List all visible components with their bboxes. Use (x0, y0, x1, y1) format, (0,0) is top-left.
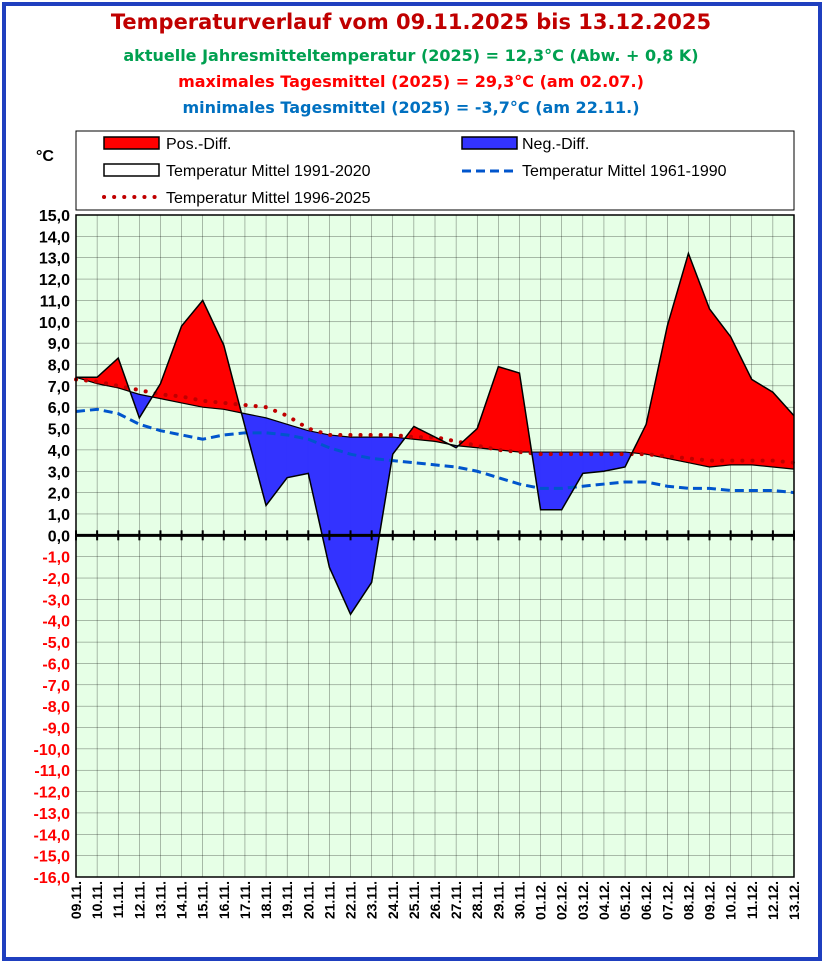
x-tick-label: 19.11. (279, 881, 295, 919)
x-tick-label: 06.12. (638, 881, 654, 920)
x-tick-label: 01.12. (533, 881, 549, 920)
x-tick-label: 13.12. (786, 881, 802, 920)
x-tick-label: 11.11. (110, 881, 126, 918)
x-tick-label: 27.11. (448, 881, 464, 919)
x-tick-label: 25.11. (406, 881, 422, 919)
x-tick-label: 11.12. (744, 881, 760, 919)
y-tick-label: 0,0 (48, 528, 70, 545)
line-temperature-2025 (76, 251, 795, 616)
x-tick-label: 24.11. (385, 881, 401, 919)
y-tick-label: 1,0 (48, 507, 70, 524)
x-tick-label: 14.11. (174, 881, 190, 919)
x-tick-label: 05.12. (617, 881, 633, 920)
y-tick-label: -4,0 (42, 614, 70, 631)
x-tick-label: 09.12. (702, 881, 718, 920)
x-tick-label: 17.11. (237, 881, 253, 919)
y-tick-label: -11,0 (34, 763, 70, 780)
neg-diff-area (540, 451, 563, 511)
x-tick-label: 03.12. (575, 881, 591, 920)
chart-title: Temperaturverlauf vom 09.11.2025 bis 13.… (110, 10, 712, 34)
x-tick-label: 28.11. (469, 881, 485, 919)
y-tick-label: 10,0 (39, 315, 70, 332)
line-mean-1996-2025 (74, 377, 796, 465)
x-tick-label: 10.12. (723, 881, 739, 920)
x-tick-label: 23.11. (364, 881, 380, 919)
x-tick-label: 10.11. (89, 881, 105, 919)
line-mean-1961-1990 (75, 407, 795, 495)
y-tick-label: -13,0 (34, 806, 71, 823)
y-tick-label: 12,0 (39, 272, 70, 289)
y-axis-unit: °C (36, 148, 54, 165)
x-axis-ticks: 09.11. 10.11. 11.11. 12.11. 13.11. 14.11. 15.1… (68, 881, 802, 920)
x-tick-label: 04.12. (596, 881, 612, 920)
x-tick-label: 02.12. (554, 881, 570, 920)
legend: Pos.-Diff. Neg.-Diff. Temperatur Mittel … (75, 130, 795, 211)
pos-diff-area (751, 378, 774, 468)
legend-swatch-mean-1991-2020 (103, 163, 160, 177)
y-tick-label: 2,0 (48, 486, 70, 503)
y-tick-label: -5,0 (42, 635, 70, 652)
subtitle-min-daily-mean: minimales Tagesmittel (2025) = -3,7°C (a… (182, 98, 640, 117)
y-tick-label: -8,0 (42, 699, 70, 716)
line-mean-1991-2020 (75, 376, 795, 470)
x-tick-label: 18.11. (258, 881, 274, 919)
neg-diff-area (286, 423, 309, 479)
y-tick-label: 5,0 (48, 422, 70, 439)
plot-area (74, 214, 796, 878)
y-tick-label: 4,0 (48, 443, 70, 460)
y-tick-label: -14,0 (34, 827, 71, 844)
legend-label-mean-1991-2020: Temperatur Mittel 1991-2020 (166, 163, 371, 180)
y-tick-label: 8,0 (48, 357, 70, 374)
x-tick-label: 12.12. (765, 881, 781, 920)
x-tick-label: 07.12. (659, 881, 675, 920)
y-tick-label: 13,0 (39, 251, 70, 268)
x-tick-label: 26.11. (427, 881, 443, 919)
y-tick-label: -6,0 (42, 656, 70, 673)
legend-label-neg-diff: Neg.-Diff. (522, 136, 589, 153)
y-tick-label: -1,0 (42, 550, 70, 567)
y-tick-label: -2,0 (42, 571, 70, 588)
x-tick-label: 12.11. (131, 881, 147, 919)
legend-swatch-neg-diff (461, 136, 518, 150)
x-tick-label: 09.11. (68, 881, 84, 919)
subtitle-max-daily-mean: maximales Tagesmittel (2025) = 29,3°C (a… (178, 72, 644, 91)
y-tick-label: 3,0 (48, 464, 70, 481)
y-tick-label: 14,0 (39, 229, 70, 246)
legend-label-mean-1996-2025: Temperatur Mittel 1996-2025 (166, 190, 371, 207)
pos-diff-area (498, 366, 520, 453)
y-tick-label: -9,0 (42, 721, 70, 738)
y-tick-label: 7,0 (48, 379, 70, 396)
x-tick-label: 15.11. (195, 881, 211, 919)
legend-swatch-pos-diff (103, 136, 160, 150)
y-tick-label: -12,0 (34, 785, 71, 802)
y-tick-label: -3,0 (42, 592, 70, 609)
y-tick-label: 9,0 (48, 336, 70, 353)
y-tick-label: -15,0 (34, 849, 71, 866)
x-tick-label: 30.11. (511, 881, 527, 919)
legend-label-mean-1961-1990: Temperatur Mittel 1961-1990 (522, 163, 727, 180)
y-tick-label: -16,0 (34, 870, 71, 887)
y-tick-label: 11,0 (40, 293, 70, 310)
y-axis-ticks: 15,0 14,0 13,0 12,0 11,0 10,0 9,0 8,0 7,0 6,0 5,0 4… (34, 208, 71, 887)
x-tick-label: 13.11. (152, 881, 168, 919)
y-tick-label: 15,0 (39, 208, 70, 225)
x-tick-label: 20.11. (300, 881, 316, 919)
x-tick-label: 22.11. (343, 881, 359, 919)
subtitle-annual-mean: aktuelle Jahresmitteltemperatur (2025) =… (123, 46, 699, 65)
x-tick-label: 08.12. (680, 881, 696, 920)
y-tick-label: -7,0 (42, 678, 70, 695)
plot-border (75, 214, 795, 878)
x-tick-label: 21.11. (321, 881, 337, 919)
x-tick-label: 16.11. (216, 881, 232, 919)
y-tick-label: -10,0 (34, 742, 71, 759)
y-tick-label: 6,0 (48, 400, 70, 417)
legend-label-pos-diff: Pos.-Diff. (166, 136, 232, 153)
x-tick-label: 29.11. (490, 881, 506, 919)
